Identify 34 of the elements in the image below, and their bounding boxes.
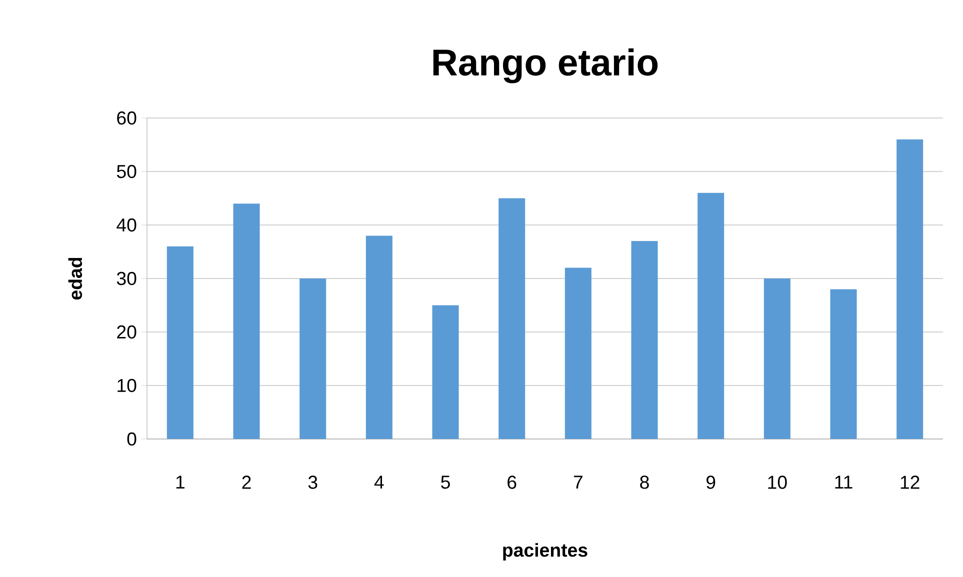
bar [233,204,260,439]
bar [300,278,326,439]
x-tick-label: 2 [242,476,251,489]
y-tick-label: 20 [117,325,136,339]
bar [896,139,924,439]
y-tick-label: 0 [127,432,136,446]
x-tick-label: 10 [768,476,787,489]
x-tick-label: 7 [574,476,582,489]
bar [764,278,790,439]
bar [166,246,194,439]
bar [631,241,658,439]
x-tick-label: 11 [835,476,852,489]
y-axis-title: edad [68,258,82,300]
bar [698,192,724,439]
bar [432,305,459,439]
y-tick-label: 30 [116,272,136,286]
y-tick-label: 50 [116,164,136,178]
y-tick-label: 40 [116,218,136,232]
x-tick-label: 4 [374,476,384,489]
x-tick-label: 3 [308,476,318,489]
x-tick-label: 12 [900,476,920,489]
bar [564,268,592,439]
x-tick-label: 6 [508,476,516,489]
y-tick-label: 60 [117,111,136,125]
x-tick-label: 5 [441,476,450,489]
x-tick-label: 1 [176,476,184,489]
y-tick-label: 10 [118,378,136,392]
bar [498,198,526,439]
x-tick-label: 8 [640,476,649,489]
x-tick-label: 9 [706,476,716,489]
chart-title: Rango etario [433,48,658,84]
bar [830,289,857,439]
bar [366,236,392,439]
x-axis-title: pacientes [503,543,588,560]
